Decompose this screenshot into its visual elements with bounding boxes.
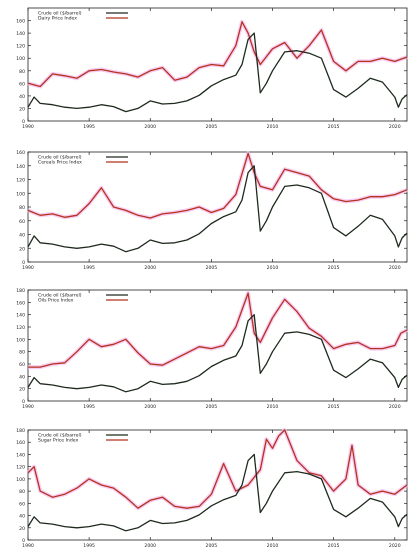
chart-panel-1: 0 20 40 60 80 100 120 140 160 1990 1995 2000 2005 201… — [16, 7, 408, 130]
y-tick-label: 80 — [19, 350, 25, 356]
series-line-crude-oil — [27, 165, 408, 253]
plot-frame — [27, 7, 408, 122]
legend-label: Crude oil ($/barrel) — [38, 433, 82, 439]
series-line-halo — [26, 428, 409, 511]
x-tick-label: 2005 — [206, 265, 218, 271]
y-tick-label: 100 — [16, 477, 25, 483]
y-tick-label: 0 — [22, 119, 25, 125]
x-tick-label: 2000 — [144, 265, 156, 271]
y-tick-label: 40 — [19, 374, 25, 380]
y-tick-label: 40 — [19, 94, 25, 100]
y-tick-label: 100 — [16, 337, 25, 343]
y-tick-label: 60 — [19, 219, 25, 225]
plot-frame — [27, 289, 408, 402]
series-line-crude-oil — [27, 453, 408, 532]
chart-panel-3: 0 20 40 60 80 100 120 140 160 180 1990 1995 2000 2005… — [16, 288, 408, 410]
y-tick-label: 20 — [19, 246, 25, 252]
x-tick-label: 2005 — [206, 404, 218, 410]
legend-label: Oils Price Index — [38, 298, 74, 304]
y-tick-label: 160 — [16, 19, 25, 25]
legend-label: Dairy Price Index — [38, 16, 77, 22]
y-tick-label: 100 — [16, 56, 25, 62]
y-tick-label: 60 — [19, 362, 25, 368]
x-tick-label: 2015 — [328, 124, 340, 130]
y-tick-label: 140 — [16, 452, 25, 458]
y-tick-label: 40 — [19, 233, 25, 239]
series-line-halo — [28, 291, 408, 370]
y-tick-label: 40 — [19, 514, 25, 520]
x-tick-label: 2000 — [144, 404, 156, 410]
y-tick-label: 80 — [19, 489, 25, 495]
x-tick-label: 2020 — [389, 543, 401, 549]
x-tick-label: 2000 — [144, 124, 156, 130]
x-tick-label: 1990 — [22, 543, 34, 549]
legend-label: Crude oil ($/barrel) — [38, 155, 82, 161]
y-tick-label: 120 — [16, 465, 25, 471]
x-tick-label: 2020 — [389, 404, 401, 410]
y-tick-label: 20 — [19, 526, 25, 532]
y-tick-label: 120 — [16, 178, 25, 184]
series-line-crude-oil — [27, 314, 408, 393]
x-tick-label: 2015 — [328, 404, 340, 410]
x-tick-label: 2005 — [206, 543, 218, 549]
y-tick-label: 60 — [19, 81, 25, 87]
y-tick-label: 160 — [16, 300, 25, 306]
series-line-index — [28, 292, 408, 368]
chart-panel-4: 0 20 40 60 80 100 120 140 160 180 1990 1995 2000 2005… — [16, 428, 409, 549]
x-tick-label: 2015 — [328, 543, 340, 549]
y-tick-label: 160 — [16, 150, 25, 156]
y-tick-label: 0 — [22, 399, 25, 405]
x-tick-label: 2020 — [389, 124, 401, 130]
y-tick-label: 140 — [16, 31, 25, 37]
y-tick-label: 120 — [16, 44, 25, 50]
legend-label: Crude oil ($/barrel) — [38, 293, 82, 299]
y-tick-label: 160 — [16, 440, 25, 446]
y-tick-label: 100 — [16, 191, 25, 197]
x-tick-label: 2005 — [206, 124, 218, 130]
series-line-index — [27, 152, 408, 219]
x-tick-label: 1990 — [22, 404, 34, 410]
legend-label: Crude oil ($/barrel) — [38, 11, 82, 17]
x-tick-label: 1990 — [22, 265, 34, 271]
y-tick-label: 0 — [22, 260, 25, 266]
y-tick-label: 20 — [19, 387, 25, 393]
y-tick-label: 60 — [19, 501, 25, 507]
series-line-index — [27, 21, 408, 88]
y-tick-label: 0 — [22, 538, 25, 544]
x-tick-label: 1990 — [22, 124, 34, 130]
x-tick-label: 1995 — [83, 265, 95, 271]
y-tick-label: 140 — [16, 313, 25, 319]
y-tick-label: 20 — [19, 106, 25, 112]
series-line-index — [27, 429, 408, 509]
y-tick-label: 180 — [16, 428, 25, 434]
x-tick-label: 2010 — [267, 404, 279, 410]
x-tick-label: 2000 — [144, 543, 156, 549]
x-tick-label: 2020 — [389, 265, 401, 271]
y-tick-label: 120 — [16, 325, 25, 331]
y-tick-label: 80 — [19, 205, 25, 211]
legend-label: Cereals Price Index — [38, 160, 82, 166]
x-tick-label: 2010 — [267, 543, 279, 549]
legend-label: Sugar Price Index — [38, 438, 79, 444]
x-tick-label: 1995 — [83, 404, 95, 410]
y-tick-label: 80 — [19, 69, 25, 75]
x-tick-label: 2010 — [267, 124, 279, 130]
series-line-halo — [27, 19, 408, 89]
x-tick-label: 1995 — [83, 124, 95, 130]
x-tick-label: 1995 — [83, 543, 95, 549]
series-line-crude-oil — [27, 32, 408, 113]
x-tick-label: 2010 — [267, 265, 279, 271]
y-tick-label: 180 — [16, 288, 25, 294]
y-tick-label: 140 — [16, 164, 25, 170]
x-tick-label: 2015 — [328, 265, 340, 271]
chart-panel-2: 0 20 40 60 80 100 120 140 160 1990 1995 2000 2005 201… — [16, 150, 408, 271]
